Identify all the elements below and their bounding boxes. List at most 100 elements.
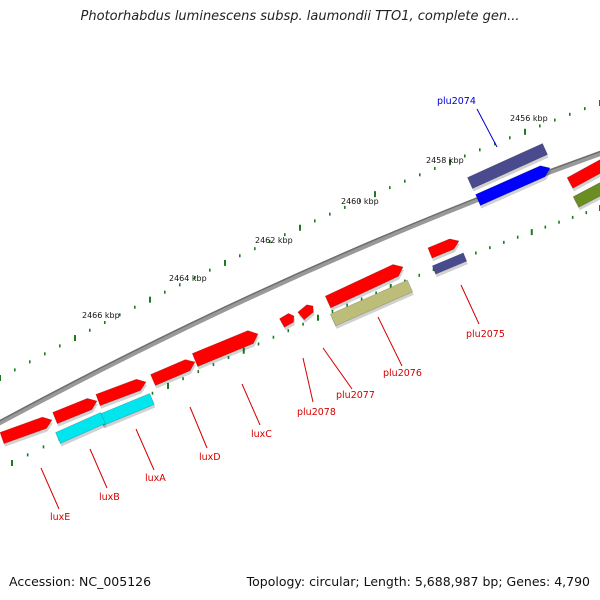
genome-summary-text: Topology: circular; Length: 5,688,987 bp…	[246, 574, 590, 589]
outer-scale-tick	[389, 186, 391, 190]
inner-scale-tick	[287, 329, 290, 333]
outer-scale-tick	[299, 224, 301, 231]
inner-scale-tick	[389, 283, 392, 290]
inner-scale-tick	[489, 246, 491, 250]
inner-scale-tick	[544, 225, 547, 229]
inner-scale-tick	[167, 382, 169, 389]
inner-scale-tick	[227, 356, 230, 360]
outer-scale-tick	[464, 154, 466, 158]
luxD-label: luxD	[199, 452, 221, 463]
outer-scale-tick	[359, 199, 361, 203]
plu2076-label: plu2076	[383, 368, 422, 379]
outer-scale-tick	[59, 344, 61, 348]
plu2074-block	[475, 165, 551, 209]
outer-scale-tick	[29, 360, 31, 364]
plu2078-leader-line	[302, 357, 314, 403]
plu2075-upper-block	[427, 238, 460, 262]
luxC-label: luxC	[251, 429, 272, 440]
outer-scale-tick	[0, 375, 1, 381]
outer-scale-tick	[554, 118, 556, 122]
outer-scale-tick	[239, 254, 241, 258]
inner-scale-tick	[375, 291, 377, 295]
edge-green-block-body	[572, 182, 600, 208]
inner-scale-tick	[360, 297, 363, 301]
plu2076-upper-block	[324, 264, 404, 311]
scale-label-2456: 2456 kbp	[510, 114, 548, 123]
outer-scale-tick	[539, 124, 541, 128]
inner-scale-tick	[317, 314, 319, 321]
inner-scale-tick	[432, 268, 435, 272]
outer-scale-tick	[479, 148, 481, 152]
outer-scale-tick	[584, 107, 586, 111]
inner-scale-tick	[346, 303, 348, 307]
luxB-block-body	[55, 412, 106, 444]
inner-scale-tick	[475, 251, 477, 255]
outer-scale-tick	[314, 219, 316, 223]
inner-scale-tick	[272, 335, 275, 339]
luxE-leader-line	[40, 467, 60, 510]
outer-scale-tick	[569, 112, 571, 116]
outer-scale-tick	[209, 268, 211, 272]
outer-scale-tick	[524, 128, 526, 135]
outer-scale-tick	[434, 166, 436, 170]
plu2074-outer-block-body	[467, 143, 548, 189]
scale-label-2462: 2462 kbp	[255, 236, 293, 245]
accession-text: Accession: NC_005126	[9, 574, 152, 589]
outer-scale-tick	[164, 290, 166, 294]
scale-labels: 2456 kbp 2458 kbp 2460 kbp 2462 kbp 2464 kbp…	[82, 114, 548, 320]
plu2078-block	[279, 313, 295, 331]
plu2076-block	[330, 279, 414, 329]
gene-features	[0, 143, 600, 447]
inner-scale-tick	[585, 211, 588, 215]
luxC-leader-line	[241, 383, 261, 426]
outer-scale-tick	[419, 173, 421, 177]
outer-scale-tick	[149, 296, 151, 303]
scale-label-2458: 2458 kbp	[426, 156, 464, 165]
outer-scale-tick	[269, 240, 271, 244]
outer-scale-tick	[89, 328, 91, 332]
luxD-block-body	[150, 359, 196, 386]
luxD-block	[150, 359, 196, 389]
edge-red-block-body	[566, 159, 600, 189]
outer-scale-tick	[509, 136, 511, 140]
map-title: Photorhabdus luminescens subsp. laumondi…	[80, 9, 520, 24]
plu2076-leader-line	[377, 316, 403, 367]
luxB-label: luxB	[99, 492, 120, 503]
outer-scale-tick	[179, 283, 181, 287]
plu2075-leader-line	[460, 284, 480, 325]
inner-scale-tick	[571, 215, 574, 219]
outer-scale-tick	[119, 313, 121, 317]
luxE-label: luxE	[50, 512, 70, 523]
outer-scale-tick	[104, 321, 106, 325]
outer-scale-tick	[449, 159, 451, 166]
outer-scale-tick	[134, 305, 136, 309]
inner-scale-tick	[331, 309, 334, 313]
luxA-label: luxA	[145, 473, 166, 484]
plu2078-label: plu2078	[297, 407, 336, 418]
luxC-block	[191, 330, 259, 370]
label-leaders	[40, 108, 498, 510]
inner-scale-tick	[42, 445, 45, 449]
inner-scale-tick	[404, 279, 406, 283]
luxA-upper-block	[95, 378, 147, 409]
outer-scale-tick	[224, 259, 226, 266]
outer-scale-tick	[344, 205, 346, 209]
inner-scale-tick	[503, 240, 505, 244]
luxE-block-body	[0, 416, 53, 444]
outer-scale-tick	[404, 179, 406, 183]
luxE-block	[0, 416, 53, 447]
outer-scale-tick	[284, 233, 286, 237]
plu2074-outer-block	[467, 143, 549, 192]
plu2076-block-body	[330, 279, 413, 327]
plu2077-block-body	[297, 304, 314, 321]
inner-scale-tick	[151, 391, 154, 395]
luxA-leader-line	[135, 428, 155, 471]
luxD-leader-line	[189, 406, 208, 449]
plu2074-block-body	[475, 165, 551, 206]
inner-scale-tick	[11, 460, 13, 466]
plu2075-label: plu2075	[466, 329, 505, 340]
luxA-upper-block-body	[95, 378, 147, 406]
plu2078-block-body	[279, 313, 295, 328]
